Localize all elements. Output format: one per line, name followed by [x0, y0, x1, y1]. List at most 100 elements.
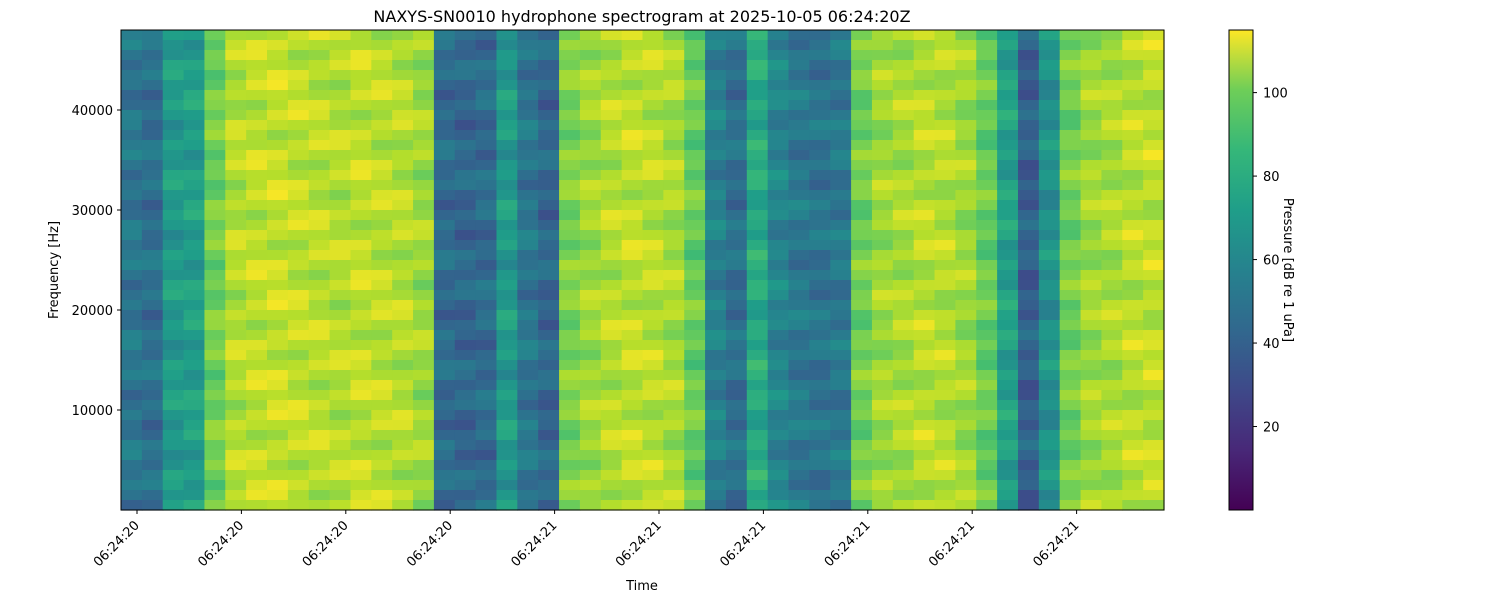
- heatmap-cell: [851, 240, 873, 251]
- heatmap-cell: [892, 140, 915, 151]
- heatmap-cell: [475, 480, 498, 491]
- heatmap-cell: [871, 330, 894, 341]
- heatmap-cell: [934, 200, 956, 211]
- heatmap-cell: [871, 350, 894, 361]
- heatmap-cell: [329, 70, 352, 81]
- heatmap-cell: [1101, 210, 1123, 221]
- heatmap-cell: [183, 60, 206, 71]
- heatmap-cell: [517, 340, 539, 351]
- heatmap-cell: [997, 350, 1019, 361]
- heatmap-cell: [851, 350, 873, 361]
- heatmap-cell: [871, 230, 894, 241]
- heatmap-cell: [1101, 250, 1123, 261]
- heatmap-cell: [517, 160, 539, 171]
- heatmap-cell: [287, 150, 310, 161]
- heatmap-cell: [141, 430, 164, 441]
- heatmap-cell: [871, 460, 894, 471]
- heatmap-cell: [183, 260, 206, 271]
- heatmap-cell: [976, 280, 998, 291]
- heatmap-cell: [997, 270, 1019, 281]
- heatmap-cell: [955, 190, 977, 201]
- heatmap-cell: [1038, 70, 1061, 81]
- heatmap-cell: [329, 330, 352, 341]
- heatmap-cell: [913, 260, 936, 271]
- heatmap-cell: [1017, 120, 1040, 131]
- heatmap-cell: [892, 400, 915, 411]
- heatmap-cell: [246, 400, 268, 411]
- heatmap-cell: [955, 310, 977, 321]
- heatmap-cell: [725, 230, 748, 241]
- heatmap-cell: [955, 290, 977, 301]
- heatmap-cell: [287, 420, 310, 431]
- heatmap-cell: [308, 290, 331, 301]
- heatmap-cell: [121, 90, 143, 101]
- heatmap-cell: [976, 120, 998, 131]
- heatmap-cell: [141, 410, 164, 421]
- heatmap-cell: [871, 190, 894, 201]
- heatmap-cell: [913, 110, 936, 121]
- heatmap-cell: [1059, 410, 1082, 421]
- heatmap-cell: [809, 460, 831, 471]
- heatmap-cell: [1143, 180, 1165, 191]
- heatmap-cell: [1080, 350, 1103, 361]
- heatmap-cell: [746, 130, 769, 141]
- heatmap-cell: [871, 420, 894, 431]
- heatmap-cell: [767, 470, 790, 481]
- heatmap-cell: [308, 170, 331, 181]
- heatmap-cell: [830, 310, 852, 321]
- heatmap-cell: [579, 120, 602, 131]
- heatmap-cell: [121, 210, 143, 221]
- heatmap-cell: [329, 30, 352, 41]
- heatmap-cell: [246, 260, 268, 271]
- heatmap-cell: [892, 390, 915, 401]
- heatmap-cell: [141, 110, 164, 121]
- heatmap-cell: [267, 390, 289, 401]
- heatmap-cell: [308, 430, 331, 441]
- heatmap-cell: [392, 490, 414, 501]
- heatmap-cell: [871, 290, 894, 301]
- heatmap-cell: [496, 290, 518, 301]
- heatmap-cell: [725, 350, 748, 361]
- heatmap-cell: [287, 190, 310, 201]
- heatmap-cell: [162, 170, 185, 181]
- heatmap-cell: [788, 90, 810, 101]
- heatmap-cell: [767, 270, 790, 281]
- heatmap-cell: [287, 230, 310, 241]
- heatmap-cell: [413, 220, 435, 231]
- heatmap-cell: [141, 90, 164, 101]
- heatmap-cell: [329, 380, 352, 391]
- heatmap-cell: [1080, 410, 1103, 421]
- heatmap-cell: [684, 430, 706, 441]
- heatmap-cell: [725, 360, 748, 371]
- heatmap-cell: [183, 340, 206, 351]
- heatmap-cell: [183, 430, 206, 441]
- heatmap-cell: [955, 320, 977, 331]
- heatmap-cell: [433, 260, 456, 271]
- heatmap-cell: [204, 220, 226, 231]
- heatmap-cell: [246, 210, 268, 221]
- heatmap-cell: [392, 140, 414, 151]
- heatmap-cell: [830, 90, 852, 101]
- heatmap-cell: [559, 340, 581, 351]
- heatmap-cell: [1038, 490, 1061, 501]
- heatmap-cell: [767, 310, 790, 321]
- heatmap-cell: [433, 90, 456, 101]
- heatmap-cell: [371, 200, 393, 211]
- heatmap-cell: [287, 100, 310, 111]
- heatmap-cell: [1080, 30, 1103, 41]
- heatmap-cell: [997, 220, 1019, 231]
- heatmap-cell: [517, 30, 539, 41]
- heatmap-cell: [746, 190, 769, 201]
- heatmap-cell: [225, 480, 247, 491]
- heatmap-cell: [1017, 450, 1040, 461]
- heatmap-cell: [1101, 70, 1123, 81]
- heatmap-cell: [830, 460, 852, 471]
- heatmap-cell: [600, 120, 623, 131]
- heatmap-cell: [454, 480, 477, 491]
- heatmap-cell: [350, 300, 372, 311]
- heatmap-cell: [496, 50, 518, 61]
- heatmap-cell: [121, 110, 143, 121]
- heatmap-cell: [642, 80, 664, 91]
- heatmap-cell: [392, 180, 414, 191]
- heatmap-cell: [684, 400, 706, 411]
